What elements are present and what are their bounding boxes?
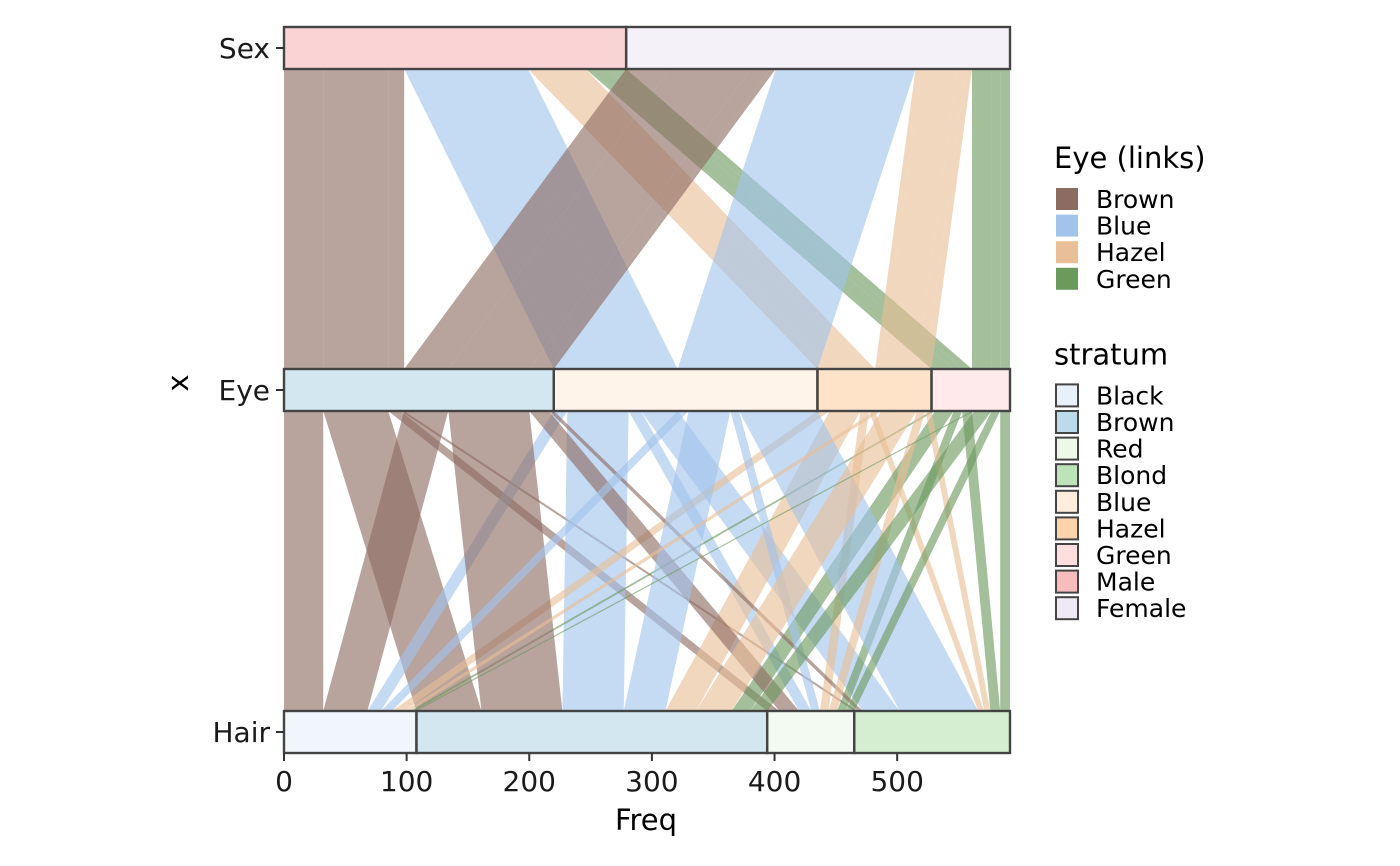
flow-eye-hair-17 xyxy=(448,411,563,711)
stratum-eye-green xyxy=(930,367,1012,413)
y-tick-label-hair: Hair xyxy=(212,716,270,749)
stratum-sex-female xyxy=(624,25,1012,71)
y-axis-title: x xyxy=(161,374,195,391)
legend-swatch-0-1 xyxy=(1056,214,1078,237)
flow-sex-eye-31 xyxy=(1000,69,1010,369)
x-tick-label-0: 0 xyxy=(275,765,293,798)
legend-swatch-0-0 xyxy=(1056,188,1078,210)
flow-eye-hair-31 xyxy=(1000,411,1010,711)
legend-label-1-7: Male xyxy=(1096,568,1155,597)
flow-eye-hair-16 xyxy=(323,411,449,711)
stratum-hair-red xyxy=(765,709,856,755)
legend-swatch-1-3 xyxy=(1055,463,1079,488)
flow-sex-eye-16 xyxy=(404,69,671,369)
flow-eye-hair-24 xyxy=(404,411,882,711)
y-tick-label-eye: Eye xyxy=(219,374,271,407)
flow-sex-eye-17 xyxy=(448,69,752,369)
stratum-hair-brown xyxy=(415,709,769,755)
flow-sex-eye-29 xyxy=(974,69,992,369)
flow-sex-eye-3 xyxy=(400,69,405,369)
flow-sex-eye-22 xyxy=(730,69,838,369)
stratum-hair-black xyxy=(282,709,418,755)
flow-sex-eye-24 xyxy=(875,69,922,369)
stratum-sex-male xyxy=(282,25,628,71)
legend-label-0-2: Hazel xyxy=(1096,238,1166,267)
legend-title-1: stratum xyxy=(1054,337,1168,371)
legend: Eye (links)BrownBlueHazelGreenstratumBla… xyxy=(1054,141,1206,623)
flow-sex-eye-1 xyxy=(323,69,389,369)
flow-eye-hair-29 xyxy=(750,411,992,711)
legend-swatch-1-0 xyxy=(1055,383,1079,408)
flow-eye-hair-28 xyxy=(413,411,975,711)
legend-label-1-1: Brown xyxy=(1096,408,1174,437)
legend-title-0: Eye (links) xyxy=(1054,141,1206,175)
flow-eye-hair-27 xyxy=(925,411,991,711)
flow-sex-eye-30 xyxy=(991,69,1001,369)
legend-label-0-0: Brown xyxy=(1096,185,1174,214)
legend-swatch-1-1 xyxy=(1055,410,1079,434)
flow-eye-hair-25 xyxy=(696,411,917,711)
flow-sex-eye-28 xyxy=(971,69,975,369)
legend-label-0-3: Green xyxy=(1096,265,1172,294)
legend-label-1-2: Red xyxy=(1096,435,1144,464)
legend-label-1-5: Hazel xyxy=(1096,514,1166,543)
legend-label-1-0: Black xyxy=(1096,381,1164,410)
legend-swatch-1-2 xyxy=(1055,436,1079,461)
flow-sex-eye-0 xyxy=(284,69,324,369)
x-tick-label-500: 500 xyxy=(870,765,923,798)
plot-area xyxy=(282,25,1012,755)
legend-swatch-1-7 xyxy=(1055,569,1079,594)
stratum-eye-brown xyxy=(282,367,555,413)
legend-swatch-1-8 xyxy=(1055,596,1079,621)
stratum-eye-hazel xyxy=(816,367,933,413)
stratum-hair-blond xyxy=(853,709,1012,755)
flow-sex-eye-27 xyxy=(925,69,972,369)
x-tick-label-300: 300 xyxy=(625,765,678,798)
flow-sex-eye-19 xyxy=(548,69,776,369)
legend-swatch-1-5 xyxy=(1055,516,1079,541)
flow-sex-eye-26 xyxy=(916,69,966,369)
flow-sex-eye-21 xyxy=(688,69,829,369)
stratum-eye-blue xyxy=(552,367,819,413)
legend-label-1-3: Blond xyxy=(1096,461,1167,490)
legend-swatch-1-4 xyxy=(1055,489,1079,514)
flow-eye-hair-21 xyxy=(623,411,731,711)
x-tick-label-100: 100 xyxy=(380,765,433,798)
legend-label-1-6: Green xyxy=(1096,541,1172,570)
legend-swatch-1-6 xyxy=(1055,543,1079,567)
flow-sex-eye-18 xyxy=(529,69,771,369)
legend-label-1-4: Blue xyxy=(1096,488,1151,517)
flow-eye-hair-30 xyxy=(845,411,1001,711)
flow-eye-hair-23 xyxy=(738,411,979,711)
legend-swatch-0-2 xyxy=(1056,241,1078,264)
flow-sex-eye-20 xyxy=(677,69,787,369)
flow-eye-hair-22 xyxy=(730,411,820,711)
x-tick-label-200: 200 xyxy=(503,765,556,798)
legend-label-0-1: Blue xyxy=(1096,212,1151,241)
y-tick-label-sex: Sex xyxy=(219,32,270,65)
x-axis-title: Freq xyxy=(615,803,677,837)
flow-eye-hair-0 xyxy=(284,411,324,711)
flow-sex-eye-2 xyxy=(388,69,401,369)
flow-eye-hair-15 xyxy=(962,411,1001,711)
flow-eye-hair-20 xyxy=(380,411,689,711)
legend-swatch-0-3 xyxy=(1056,267,1078,290)
flow-eye-hair-19 xyxy=(548,411,863,711)
x-tick-label-400: 400 xyxy=(748,765,801,798)
flow-sex-eye-23 xyxy=(738,69,916,369)
legend-label-1-8: Female xyxy=(1096,594,1186,623)
flow-sex-eye-25 xyxy=(881,69,958,369)
